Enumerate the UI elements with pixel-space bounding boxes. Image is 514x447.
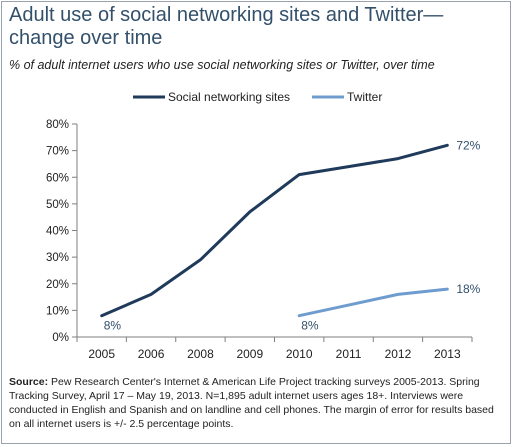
- data-label: 8%: [104, 319, 122, 333]
- y-axis: 0% 10% 20% 30% 40% 50% 60% 70% 80%: [46, 119, 78, 344]
- chart-subtitle: % of adult internet users who use social…: [9, 58, 435, 72]
- legend-label: Twitter: [347, 90, 382, 104]
- y-tick-label: 10%: [46, 305, 69, 317]
- series-line: [100, 143, 449, 318]
- y-tick-label: 80%: [46, 119, 69, 131]
- series-layer: 8% 72% 8% 18%: [100, 138, 481, 333]
- legend-label: Social networking sites: [168, 90, 290, 104]
- x-tick-label: 2008: [187, 347, 214, 361]
- data-label: 8%: [301, 319, 319, 333]
- chart-title: Adult use of social networking sites and…: [9, 4, 444, 49]
- source-note: Source: Pew Research Center's Internet &…: [9, 375, 506, 431]
- x-tick-label: 2006: [138, 347, 165, 361]
- series-line: [297, 287, 449, 318]
- x-axis: 2005 2006 2008 2009 2010 2011 2012 2013: [76, 336, 473, 361]
- x-tick-label: 2012: [385, 347, 412, 361]
- line-chart: Social networking sites Twitter 0% 10% 20% 3…: [46, 90, 481, 361]
- x-tick-label: 2005: [88, 347, 115, 361]
- x-tick-label: 2011: [336, 347, 362, 361]
- y-tick-label: 60%: [46, 172, 69, 184]
- source-text: Pew Research Center's Internet & America…: [9, 376, 494, 430]
- data-label: 18%: [456, 282, 480, 296]
- y-tick-label: 70%: [46, 146, 69, 158]
- y-tick-label: 30%: [46, 252, 69, 264]
- source-label: Source:: [9, 376, 49, 388]
- x-tick-label: 2013: [434, 347, 461, 361]
- x-tick-label: 2009: [236, 347, 263, 361]
- y-tick-label: 50%: [46, 199, 69, 211]
- y-tick-label: 0%: [52, 332, 69, 344]
- data-label: 72%: [456, 138, 480, 152]
- x-tick-label: 2010: [286, 347, 313, 361]
- y-tick-label: 40%: [46, 226, 69, 238]
- y-tick-label: 20%: [46, 279, 69, 291]
- legend: Social networking sites Twitter: [133, 90, 382, 104]
